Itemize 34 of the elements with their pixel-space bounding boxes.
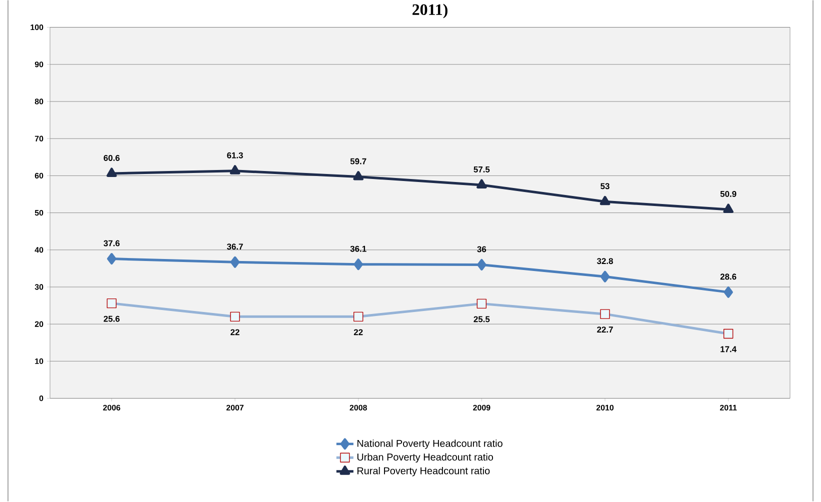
- data-label: 22: [230, 329, 240, 336]
- data-label: 50.9: [720, 191, 736, 198]
- point: [353, 171, 364, 180]
- point: [600, 271, 610, 283]
- data-label: 22: [354, 329, 363, 336]
- data-label: 25.6: [104, 316, 120, 322]
- data-label: 36.7: [226, 244, 243, 250]
- data-label: 36.1: [350, 246, 366, 252]
- point: [724, 286, 733, 298]
- data-label: 57.5: [474, 166, 490, 173]
- point: [106, 168, 117, 178]
- data-label: 53: [600, 183, 610, 190]
- data-label: 36: [477, 246, 486, 252]
- point: [230, 165, 240, 175]
- data-label: 25.5: [474, 316, 490, 322]
- point: [476, 179, 487, 189]
- chart-title: 2011): [412, 4, 448, 18]
- legend-label: Urban Poverty Headcount ratio: [357, 453, 493, 463]
- point: [354, 258, 363, 270]
- point: [600, 196, 610, 206]
- data-label: 32.8: [596, 258, 613, 264]
- data-label: 61.3: [227, 152, 243, 159]
- point: [477, 259, 486, 271]
- point: [107, 253, 116, 265]
- data-label: 37.6: [104, 240, 120, 246]
- data-label: 22.7: [597, 326, 613, 333]
- point: [230, 256, 240, 268]
- legend-label: Rural Poverty Headcount ratio: [357, 467, 490, 476]
- data-label: 60.6: [104, 155, 120, 162]
- legend-label: National Poverty Headcount ratio: [357, 440, 502, 450]
- data-label: 17.4: [720, 346, 737, 352]
- data-label: 28.6: [720, 274, 736, 280]
- data-label: 59.7: [350, 158, 366, 164]
- point: [723, 204, 734, 214]
